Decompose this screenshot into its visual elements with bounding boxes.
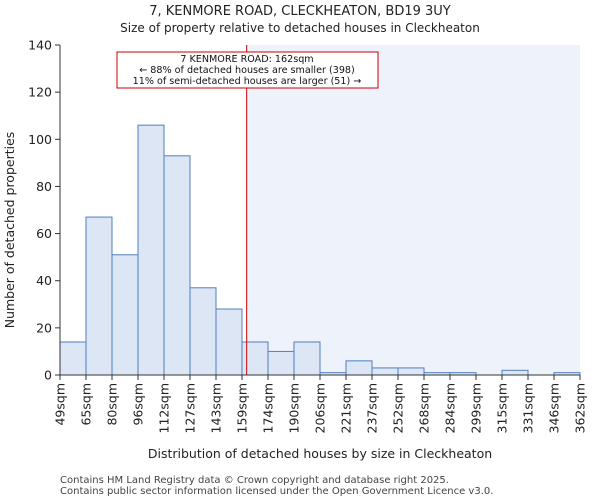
bar-174sqm xyxy=(267,350,295,376)
x-tick-label: 284sqm xyxy=(443,383,458,433)
x-tick-label: 362sqm xyxy=(573,383,588,433)
larger-region-background xyxy=(246,45,580,375)
y-tick-label: 100 xyxy=(28,132,52,147)
x-tick-label: 96sqm xyxy=(131,383,146,426)
x-axis-label: Distribution of detached houses by size … xyxy=(148,446,492,461)
x-tick-label: 127sqm xyxy=(183,383,198,433)
bar-159sqm xyxy=(241,341,269,376)
y-tick-label: 60 xyxy=(36,226,52,241)
x-tick-label: 331sqm xyxy=(521,383,536,433)
x-axis-ticks: 49sqm 65sqm 80sqm 96sqm 112sqm 127sqm 143sqm 15… xyxy=(53,375,588,433)
y-axis-ticks: 0 20 40 60 80 100 120 140 xyxy=(28,38,60,383)
x-tick-label: 49sqm xyxy=(53,383,68,426)
x-tick-label: 299sqm xyxy=(469,383,484,433)
y-tick-label: 80 xyxy=(36,179,52,194)
annotation-box: 7 KENMORE ROAD: 162sqm ← 88% of detached… xyxy=(116,51,379,89)
bar-252sqm xyxy=(397,367,425,376)
bar-96sqm xyxy=(137,124,165,376)
x-tick-label: 190sqm xyxy=(287,383,302,433)
y-tick-label: 20 xyxy=(36,320,52,335)
x-tick-label: 221sqm xyxy=(339,383,354,433)
chart-subtitle: Size of property relative to detached ho… xyxy=(120,21,480,35)
x-tick-label: 174sqm xyxy=(261,383,276,433)
annotation-line-3: 11% of semi-detached houses are larger (… xyxy=(133,76,362,87)
annotation-line-2: ← 88% of detached houses are smaller (39… xyxy=(139,65,355,76)
x-tick-label: 346sqm xyxy=(547,383,562,433)
bar-315sqm xyxy=(501,369,529,376)
x-tick-label: 143sqm xyxy=(209,383,224,433)
bar-237sqm xyxy=(371,367,399,376)
bars-group xyxy=(59,124,581,376)
x-tick-label: 80sqm xyxy=(105,383,120,426)
x-tick-label: 315sqm xyxy=(495,383,510,433)
y-tick-label: 0 xyxy=(44,368,52,383)
annotation-line-1: 7 KENMORE ROAD: 162sqm xyxy=(180,54,313,65)
x-tick-label: 159sqm xyxy=(235,383,250,433)
annotation-border xyxy=(116,51,379,89)
bar-49sqm xyxy=(59,341,87,376)
y-tick-label: 40 xyxy=(36,273,52,288)
bar-221sqm xyxy=(345,360,373,376)
bar-65sqm xyxy=(85,216,113,376)
x-tick-label: 268sqm xyxy=(417,383,432,433)
footer-line-2: Contains public sector information licen… xyxy=(60,486,493,497)
x-tick-label: 65sqm xyxy=(79,383,94,426)
bar-112sqm xyxy=(163,155,191,376)
y-tick-label: 140 xyxy=(28,38,52,53)
bar-127sqm xyxy=(189,287,217,376)
x-tick-label: 252sqm xyxy=(391,383,406,433)
chart-title: 7, KENMORE ROAD, CLECKHEATON, BD19 3UY xyxy=(149,4,451,19)
x-tick-label: 206sqm xyxy=(313,383,328,433)
y-axis-label: Number of detached properties xyxy=(2,132,17,329)
y-tick-label: 120 xyxy=(28,85,52,100)
bar-190sqm xyxy=(293,341,321,376)
x-tick-label: 237sqm xyxy=(365,383,380,433)
x-tick-label: 112sqm xyxy=(157,383,172,433)
footer-line-1: Contains HM Land Registry data © Crown c… xyxy=(60,475,449,486)
bar-143sqm xyxy=(215,308,243,376)
bar-80sqm xyxy=(111,254,139,376)
